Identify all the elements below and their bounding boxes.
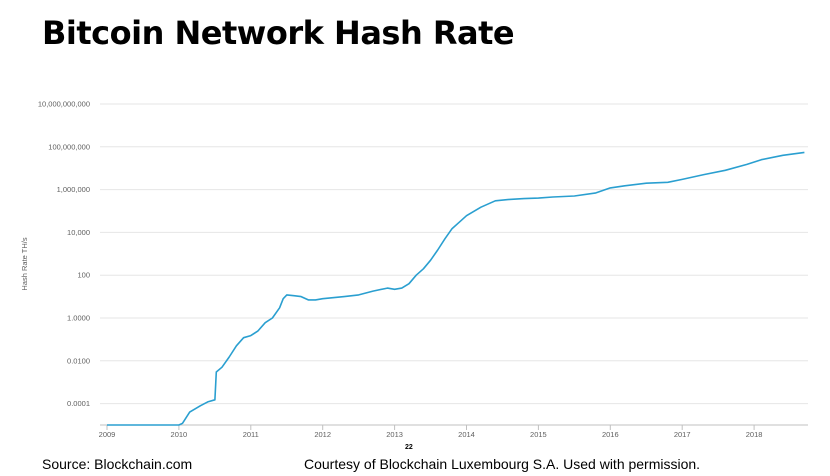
x-tick-label: 2017: [674, 430, 691, 439]
y-tick-label: 100: [77, 271, 90, 280]
slide-title: Bitcoin Network Hash Rate: [42, 14, 515, 52]
x-axis-ticks: 2009 2010 2011 2012 2013 2014 2015 2016 2017 2018: [99, 425, 763, 439]
x-tick-label: 2011: [243, 430, 259, 439]
source-note: Source: Blockchain.com: [42, 456, 193, 472]
x-tick-label: 2015: [530, 430, 547, 439]
x-tick-label: 2016: [602, 430, 619, 439]
x-tick-label: 2012: [314, 430, 331, 439]
y-tick-label: 10,000: [67, 228, 90, 237]
y-tick-label: 1.0000: [67, 314, 90, 323]
chart-gridlines: [100, 103, 808, 405]
x-tick-label: 2014: [458, 430, 475, 439]
x-tick-label: 2013: [386, 430, 403, 439]
x-tick-label: 2009: [99, 430, 116, 439]
y-tick-label: 0.0100: [67, 356, 90, 365]
y-tick-label: 100,000,000: [48, 142, 90, 151]
x-tick-label: 2010: [171, 430, 188, 439]
credit-note: Courtesy of Blockchain Luxembourg S.A. U…: [304, 456, 701, 472]
page-number: 22: [405, 444, 413, 451]
y-tick-label: 1,000,000: [57, 185, 90, 194]
x-tick-label: 2018: [746, 430, 763, 439]
y-tick-label: 10,000,000,000: [38, 100, 90, 109]
series-line: [107, 151, 805, 426]
y-axis-ticks: 0.0001 0.0100 1.0000 100 10,000 1,000,000 100,…: [38, 100, 90, 409]
y-axis-label: Hash Rate TH/s: [20, 237, 29, 290]
y-tick-label: 0.0001: [67, 399, 90, 408]
